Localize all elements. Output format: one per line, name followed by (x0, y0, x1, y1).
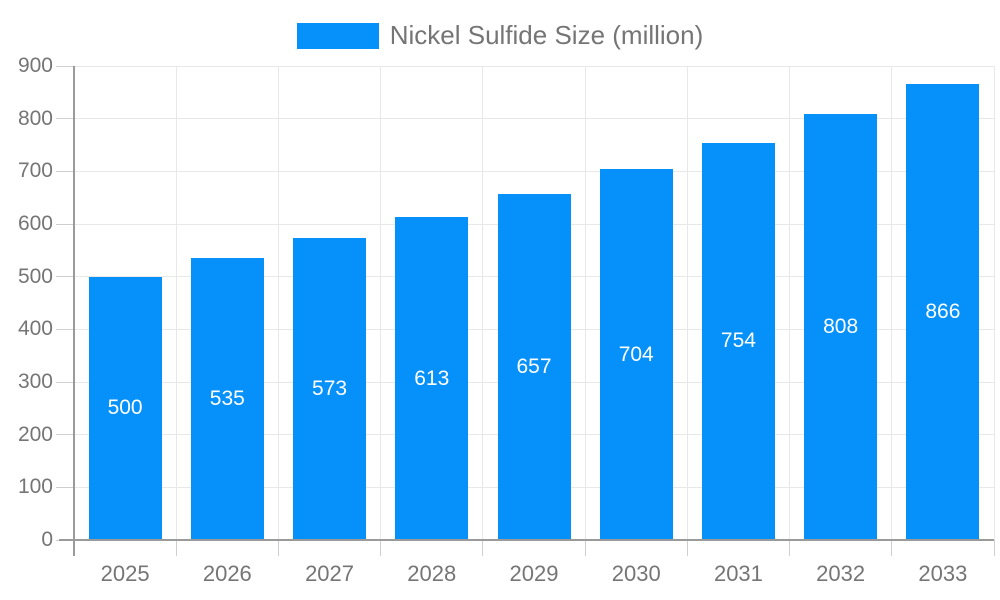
y-axis-tick-label: 700 (17, 159, 53, 183)
x-axis-tick-label: 2028 (407, 561, 457, 586)
legend-label: Nickel Sulfide Size (million) (389, 20, 704, 50)
h-gridline (74, 65, 994, 67)
x-tick (175, 540, 177, 556)
x-tick (380, 540, 382, 556)
bar-value-label: 754 (720, 329, 756, 353)
bar-2031[interactable]: 754 (701, 142, 775, 540)
bar-2025[interactable]: 500 (88, 276, 162, 540)
v-gridline (584, 66, 586, 540)
bar-value-label: 866 (925, 299, 961, 323)
bar-value-label: 657 (516, 354, 552, 378)
v-gridline (789, 66, 791, 540)
bar-2030[interactable]: 704 (599, 169, 673, 540)
v-gridline (686, 66, 688, 540)
legend-swatch (296, 22, 379, 49)
y-tick (56, 118, 74, 120)
bar-2033[interactable]: 866 (906, 83, 980, 540)
x-axis-tick-label: 2026 (202, 561, 252, 586)
legend[interactable]: Nickel Sulfide Size (million) (0, 20, 1000, 51)
bar-value-label: 535 (209, 387, 245, 411)
x-axis-tick-label: 2027 (305, 561, 355, 586)
v-gridline (482, 66, 484, 540)
bar-value-label: 808 (823, 315, 859, 339)
h-gridline (74, 118, 994, 120)
x-axis-tick-label: 2025 (100, 561, 150, 586)
x-tick (584, 540, 586, 556)
y-axis-tick-label: 200 (17, 422, 53, 446)
y-axis-tick-label: 500 (17, 264, 53, 288)
x-axis-tick-label: 2029 (509, 561, 559, 586)
bar-2028[interactable]: 613 (395, 217, 469, 540)
v-gridline (993, 66, 995, 540)
x-tick (789, 540, 791, 556)
x-tick (993, 540, 995, 556)
v-gridline (891, 66, 893, 540)
bar-2026[interactable]: 535 (190, 258, 264, 540)
x-axis-tick-label: 2031 (713, 561, 763, 586)
v-gridline (277, 66, 279, 540)
y-tick (56, 381, 74, 383)
y-axis-tick-label: 900 (17, 54, 53, 77)
y-tick (56, 434, 74, 436)
y-tick (56, 486, 74, 488)
y-tick (56, 276, 74, 278)
bar-value-label: 573 (312, 377, 348, 401)
bar-value-label: 500 (107, 396, 143, 420)
y-tick (56, 223, 74, 225)
y-axis-line (73, 66, 75, 556)
h-gridline (74, 170, 994, 172)
x-tick (277, 540, 279, 556)
y-axis-tick-label: 100 (17, 475, 53, 499)
bar-value-label: 704 (618, 342, 654, 366)
bar-2027[interactable]: 573 (293, 238, 367, 540)
y-axis-tick-label: 600 (17, 212, 53, 235)
y-tick (56, 328, 74, 330)
bar-2032[interactable]: 808 (804, 114, 878, 540)
y-tick (56, 170, 74, 172)
x-axis-tick-label: 2032 (816, 561, 866, 586)
y-tick (56, 65, 74, 67)
bar-value-label: 613 (414, 366, 450, 390)
y-axis-tick-label: 300 (17, 370, 53, 393)
y-axis-tick-label: 0 (41, 528, 53, 551)
plot-area: 500 535 573 613 657 704 754 808 866 0 100 200 300 40… (18, 54, 995, 586)
v-gridline (175, 66, 177, 540)
x-tick (686, 540, 688, 556)
bar-2029[interactable]: 657 (497, 193, 571, 540)
x-tick (891, 540, 893, 556)
x-axis-line (59, 539, 994, 541)
v-gridline (380, 66, 382, 540)
x-axis-tick-label: 2030 (611, 561, 661, 586)
x-tick (482, 540, 484, 556)
y-axis-tick-label: 800 (17, 106, 53, 130)
x-axis-tick-label: 2033 (918, 561, 968, 586)
y-axis-tick-label: 400 (17, 317, 53, 341)
